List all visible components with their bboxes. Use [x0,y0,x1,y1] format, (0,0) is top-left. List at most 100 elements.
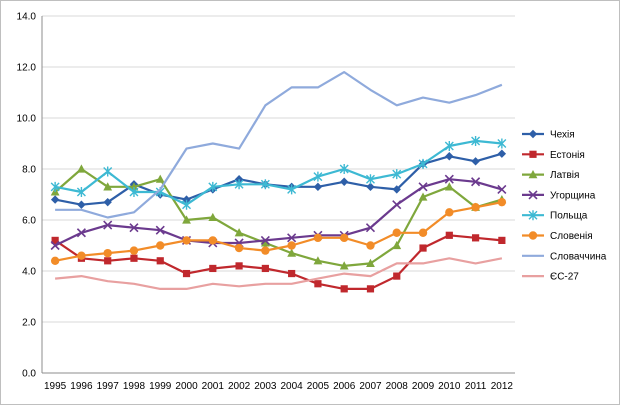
data-point [156,241,165,250]
data-point [51,236,59,244]
data-point [182,236,191,245]
data-point [77,251,86,260]
y-tick-labels: 0.0 2.0 4.0 6.0 8.0 10.0 12.0 14.0 [17,12,37,380]
data-point [313,171,323,182]
data-point [208,181,218,192]
legend-marker [528,210,538,221]
legend-label: Латвія [550,170,579,181]
data-point [471,135,481,146]
data-point [235,262,243,270]
data-point [77,200,86,209]
data-point [339,233,349,243]
data-point [287,241,296,250]
legend-item: Чехія [522,130,575,141]
x-tick-label: 1995 [44,381,67,392]
data-point [444,174,454,184]
legend-item: ЄС-27 [522,272,579,283]
data-point [50,240,60,251]
data-point [419,244,427,252]
legend-item: Латвія [522,170,579,181]
data-point [103,166,113,177]
data-point [392,228,401,237]
data-point [497,197,507,207]
series-2 [51,231,506,293]
data-point [339,177,349,186]
data-point [339,261,349,270]
legend-item: Словаччина [522,251,607,262]
data-point [234,179,244,190]
data-point [339,164,349,174]
data-point [313,256,323,265]
data-point [261,264,269,273]
data-point [129,246,139,255]
legend-item: Естонія [522,150,585,161]
data-point [340,285,348,293]
data-point [130,254,138,262]
legend-label: Словаччина [550,251,607,262]
series-line [54,178,503,247]
data-point [288,269,296,278]
data-point [182,215,191,224]
data-point [418,158,428,169]
data-point [76,228,86,238]
data-point [103,248,112,258]
data-point [498,236,506,244]
data-point [393,272,401,280]
series-8 [54,257,503,290]
y-tick-label: 4.0 [22,267,36,278]
data-point [445,152,454,161]
data-point [129,223,139,233]
data-point [260,179,270,190]
data-point [418,228,428,237]
data-point [471,203,480,212]
y-tick-label: 8.0 [22,165,36,176]
legend-label: Словенія [550,231,593,242]
data-point [314,280,322,288]
series-7 [55,70,503,219]
legend-item: Польща [522,210,588,222]
series-group [50,70,507,293]
series-line [54,201,503,262]
data-point [497,149,507,158]
legend-label: Польща [550,211,588,222]
legend-label: ЄС-27 [550,272,579,283]
data-point [366,241,375,250]
x-tick-label: 2010 [438,381,461,392]
x-tick-label: 2009 [412,381,435,392]
legend-label: Естонія [550,150,585,161]
y-tick-label: 2.0 [22,318,36,329]
data-point [208,236,218,245]
data-point [313,233,323,243]
y-tick-label: 12.0 [17,63,37,74]
data-point [365,174,375,185]
legend-item: Угорщина [522,190,596,201]
data-point [155,174,165,183]
data-point [365,223,376,233]
legend-marker [528,170,538,179]
legend-label: Угорщина [550,190,596,201]
x-tick-label: 2011 [465,381,487,392]
x-tick-label: 2012 [491,381,514,392]
data-point [392,185,401,194]
y-tick-label: 14.0 [17,12,37,23]
data-point [234,243,244,253]
x-tick-label: 2000 [175,381,198,392]
data-point [444,182,454,191]
y-tick-label: 10.0 [17,114,37,125]
data-point [471,177,481,187]
data-point [103,197,112,207]
data-point [103,182,113,191]
x-tick-label: 2001 [202,381,225,392]
data-point [129,182,139,191]
data-point [260,235,270,245]
data-point [129,186,139,197]
y-tick-label: 0.0 [22,369,36,380]
x-tick-label: 1997 [97,381,120,392]
data-point [287,184,297,195]
data-point [50,195,60,204]
data-point [234,228,244,237]
data-point [103,220,113,230]
legend-label: Чехія [550,130,575,141]
data-point [445,208,454,217]
